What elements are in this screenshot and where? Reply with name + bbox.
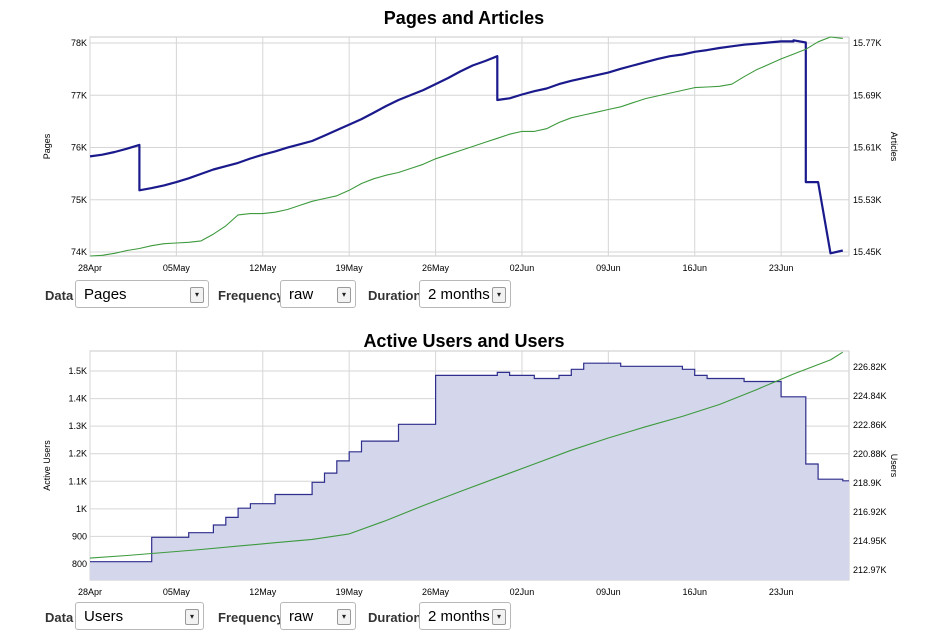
y-right-tick-label: 218.9K <box>853 478 882 488</box>
duration-label: Duration <box>368 610 422 625</box>
x-tick-label: 26May <box>422 587 450 597</box>
x-tick-label: 02Jun <box>510 587 535 597</box>
x-tick-label: 26May <box>422 263 450 273</box>
duration-select[interactable]: 2 months ▾ <box>419 602 511 630</box>
frequency-label: Frequency <box>218 288 284 303</box>
y-left-tick-label: 78K <box>71 38 87 48</box>
frequency-select-value: raw <box>289 286 314 303</box>
x-tick-label: 19May <box>336 587 364 597</box>
chevron-down-icon: ▾ <box>337 609 351 625</box>
chart-title-users: Active Users and Users <box>363 331 565 351</box>
y-right-tick-label: 15.45K <box>853 247 882 257</box>
x-tick-label: 23Jun <box>769 263 794 273</box>
y-left-tick-label: 1.2K <box>68 449 87 459</box>
y-left-tick-label: 76K <box>71 143 87 153</box>
chevron-down-icon: ▾ <box>337 287 351 303</box>
y-right-axis-title: Users <box>889 454 899 478</box>
users-series-line <box>89 351 844 559</box>
y-left-tick-label: 1.1K <box>68 476 87 486</box>
y-left-tick-label: 900 <box>72 531 87 541</box>
y-right-tick-label: 224.84K <box>853 391 887 401</box>
x-tick-label: 05May <box>163 263 191 273</box>
y-left-tick-label: 800 <box>72 559 87 569</box>
duration-label: Duration <box>368 288 422 303</box>
duration-select-value: 2 months <box>428 286 490 303</box>
frequency-select-value: raw <box>289 608 314 625</box>
y-right-tick-label: 220.88K <box>853 449 887 459</box>
y-left-axis-title: Pages <box>42 133 52 159</box>
x-tick-label: 23Jun <box>769 587 794 597</box>
y-right-tick-label: 15.69K <box>853 90 882 100</box>
y-left-tick-label: 1.3K <box>68 421 87 431</box>
duration-select[interactable]: 2 months ▾ <box>419 280 511 308</box>
y-left-axis-title: Active Users <box>42 440 52 491</box>
chevron-down-icon: ▾ <box>190 287 204 303</box>
y-right-tick-label: 222.86K <box>853 420 887 430</box>
x-tick-label: 02Jun <box>510 263 535 273</box>
y-left-tick-label: 1.5K <box>68 366 87 376</box>
data-select[interactable]: Users ▾ <box>75 602 204 630</box>
x-tick-label: 16Jun <box>682 587 707 597</box>
y-right-tick-label: 15.61K <box>853 143 882 153</box>
y-right-tick-label: 214.95K <box>853 536 887 546</box>
chevron-down-icon: ▾ <box>492 609 506 625</box>
active-users-area <box>90 363 849 580</box>
frequency-select[interactable]: raw ▾ <box>280 280 356 308</box>
data-select-value: Users <box>84 608 124 625</box>
active-users-chart: 28Apr 05May 12May 19May 26May 02Jun 09Jun 16Jun… <box>42 350 899 597</box>
y-left-tick-label: 1K <box>76 504 87 514</box>
data-select[interactable]: Pages ▾ <box>75 280 209 308</box>
controls-row-1: Data Pages ▾ Frequency raw ▾ Duration 2 … <box>0 280 928 310</box>
y-left-tick-label: 77K <box>71 90 87 100</box>
y-left-tick-label: 74K <box>71 247 87 257</box>
pages-series-line <box>89 39 844 255</box>
plot-area <box>89 36 850 257</box>
y-right-tick-label: 226.82K <box>853 362 887 372</box>
frequency-select[interactable]: raw ▾ <box>280 602 356 630</box>
articles-series-line <box>89 36 843 257</box>
x-tick-label: 12May <box>249 587 277 597</box>
data-label: Data <box>45 288 74 303</box>
chevron-down-icon: ▾ <box>185 609 199 625</box>
x-tick-label: 28Apr <box>78 263 102 273</box>
data-label: Data <box>45 610 74 625</box>
x-tick-label: 05May <box>163 587 191 597</box>
x-tick-label: 28Apr <box>78 587 102 597</box>
x-tick-label: 09Jun <box>596 263 621 273</box>
active-users-series-line <box>90 362 849 563</box>
y-right-axis-title: Articles <box>889 132 899 162</box>
pages-articles-chart: 28Apr 05May 12May 19May 26May 02Jun 09Jun 16Jun… <box>42 36 899 273</box>
y-right-tick-label: 15.53K <box>853 195 882 205</box>
duration-select-value: 2 months <box>428 608 490 625</box>
chevron-down-icon: ▾ <box>492 287 506 303</box>
y-left-tick-label: 1.4K <box>68 394 87 404</box>
y-left-tick-label: 75K <box>71 195 87 205</box>
chart-title-pages-articles: Pages and Articles <box>383 8 545 28</box>
data-select-value: Pages <box>84 286 127 303</box>
controls-row-2: Data Users ▾ Frequency raw ▾ Duration 2 … <box>0 602 928 632</box>
y-right-tick-label: 212.97K <box>853 565 887 575</box>
x-tick-label: 12May <box>249 263 277 273</box>
y-right-tick-label: 216.92K <box>853 507 887 517</box>
y-right-tick-label: 15.77K <box>853 38 882 48</box>
x-tick-label: 16Jun <box>682 263 707 273</box>
x-tick-label: 09Jun <box>596 587 621 597</box>
frequency-label: Frequency <box>218 610 284 625</box>
x-tick-label: 19May <box>336 263 364 273</box>
